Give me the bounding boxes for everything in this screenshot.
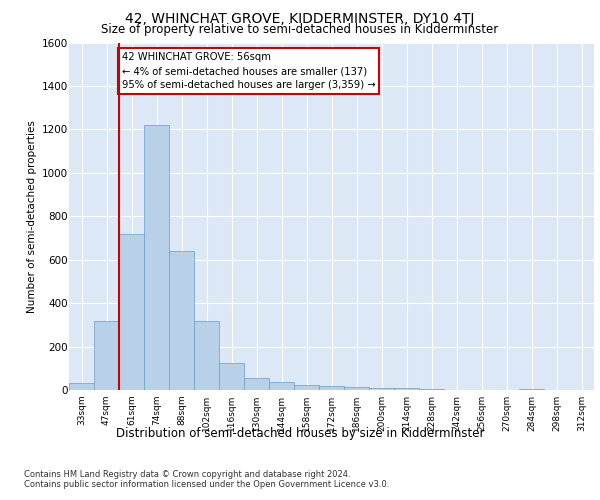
Bar <box>319 386 344 390</box>
Bar <box>94 320 119 390</box>
Text: Contains HM Land Registry data © Crown copyright and database right 2024.: Contains HM Land Registry data © Crown c… <box>24 470 350 479</box>
Bar <box>394 388 419 390</box>
Text: Size of property relative to semi-detached houses in Kidderminster: Size of property relative to semi-detach… <box>101 22 499 36</box>
Bar <box>344 386 369 390</box>
Bar <box>269 382 294 390</box>
Bar <box>119 234 144 390</box>
Y-axis label: Number of semi-detached properties: Number of semi-detached properties <box>27 120 37 312</box>
Text: 42, WHINCHAT GROVE, KIDDERMINSTER, DY10 4TJ: 42, WHINCHAT GROVE, KIDDERMINSTER, DY10 … <box>125 12 475 26</box>
Text: Contains public sector information licensed under the Open Government Licence v3: Contains public sector information licen… <box>24 480 389 489</box>
Bar <box>244 378 269 390</box>
Bar <box>69 384 94 390</box>
Text: Distribution of semi-detached houses by size in Kidderminster: Distribution of semi-detached houses by … <box>116 428 484 440</box>
Bar <box>519 389 544 390</box>
Bar <box>219 363 244 390</box>
Bar <box>194 320 219 390</box>
Bar <box>369 388 394 390</box>
Bar <box>419 389 444 390</box>
Bar <box>169 251 194 390</box>
Text: 42 WHINCHAT GROVE: 56sqm
← 4% of semi-detached houses are smaller (137)
95% of s: 42 WHINCHAT GROVE: 56sqm ← 4% of semi-de… <box>121 52 375 90</box>
Bar <box>144 125 169 390</box>
Bar <box>294 384 319 390</box>
